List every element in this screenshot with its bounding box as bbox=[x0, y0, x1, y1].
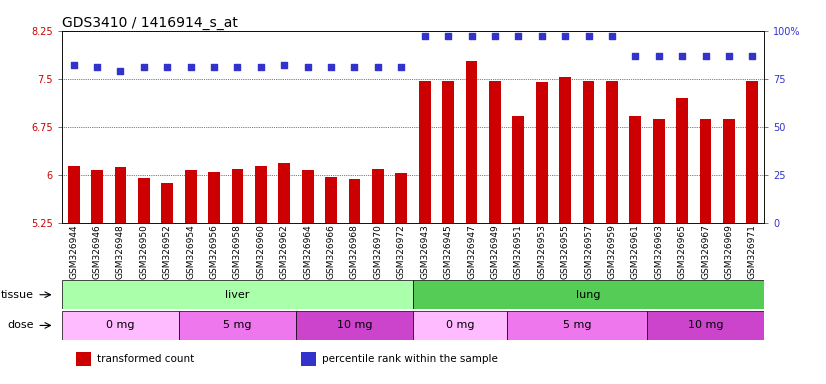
Bar bbox=[506, 311, 647, 340]
Point bbox=[676, 53, 689, 59]
Point bbox=[746, 53, 759, 59]
Point bbox=[160, 64, 173, 70]
Point bbox=[137, 64, 150, 70]
Point bbox=[535, 33, 548, 40]
Point bbox=[488, 33, 501, 40]
Point bbox=[325, 64, 338, 70]
Bar bbox=[278, 163, 290, 223]
Bar bbox=[115, 167, 126, 223]
Bar bbox=[301, 170, 314, 223]
Text: 0 mg: 0 mg bbox=[445, 320, 474, 331]
Bar bbox=[62, 280, 413, 309]
Bar bbox=[138, 178, 150, 223]
Bar bbox=[676, 98, 688, 223]
Bar bbox=[179, 311, 296, 340]
Point bbox=[652, 53, 665, 59]
Bar bbox=[208, 172, 220, 223]
Text: 10 mg: 10 mg bbox=[337, 320, 373, 331]
Bar bbox=[325, 177, 337, 223]
Text: lung: lung bbox=[577, 290, 601, 300]
Point bbox=[605, 33, 619, 40]
Point bbox=[582, 33, 595, 40]
Point bbox=[418, 33, 431, 40]
Bar bbox=[396, 173, 407, 223]
Bar bbox=[185, 170, 197, 223]
Point bbox=[558, 33, 572, 40]
Point bbox=[254, 64, 268, 70]
Bar bbox=[419, 81, 430, 223]
Bar bbox=[231, 169, 244, 223]
Bar bbox=[62, 311, 179, 340]
Point bbox=[207, 64, 221, 70]
Point bbox=[301, 64, 314, 70]
Text: liver: liver bbox=[225, 290, 249, 300]
Point bbox=[395, 64, 408, 70]
Point bbox=[629, 53, 642, 59]
Point bbox=[348, 64, 361, 70]
Text: tissue: tissue bbox=[1, 290, 34, 300]
Bar bbox=[747, 81, 758, 223]
Point bbox=[441, 33, 454, 40]
Text: 0 mg: 0 mg bbox=[107, 320, 135, 331]
Point bbox=[278, 62, 291, 68]
Text: transformed count: transformed count bbox=[97, 354, 194, 364]
Text: 5 mg: 5 mg bbox=[563, 320, 591, 331]
Bar bbox=[466, 61, 477, 223]
Bar bbox=[629, 116, 641, 223]
Bar bbox=[76, 353, 92, 366]
Bar bbox=[536, 82, 548, 223]
Bar bbox=[255, 166, 267, 223]
Bar bbox=[442, 81, 454, 223]
Bar bbox=[413, 311, 506, 340]
Point bbox=[465, 33, 478, 40]
Point bbox=[90, 64, 104, 70]
Bar bbox=[349, 179, 360, 223]
Text: 10 mg: 10 mg bbox=[688, 320, 724, 331]
Bar bbox=[700, 119, 711, 223]
Bar bbox=[647, 311, 764, 340]
Bar bbox=[296, 311, 413, 340]
Bar bbox=[582, 81, 595, 223]
Text: dose: dose bbox=[7, 320, 34, 331]
Text: percentile rank within the sample: percentile rank within the sample bbox=[322, 354, 497, 364]
Bar bbox=[161, 183, 173, 223]
Bar bbox=[372, 169, 384, 223]
Point bbox=[114, 68, 127, 74]
Bar bbox=[559, 77, 571, 223]
Point bbox=[67, 62, 80, 68]
Bar bbox=[512, 116, 525, 223]
Bar bbox=[606, 81, 618, 223]
Point bbox=[511, 33, 525, 40]
Bar bbox=[723, 119, 735, 223]
Point bbox=[722, 53, 735, 59]
Bar bbox=[91, 170, 103, 223]
Bar bbox=[653, 119, 665, 223]
Bar bbox=[301, 353, 316, 366]
Point bbox=[184, 64, 197, 70]
Text: GDS3410 / 1416914_s_at: GDS3410 / 1416914_s_at bbox=[62, 16, 238, 30]
Text: 5 mg: 5 mg bbox=[223, 320, 252, 331]
Point bbox=[372, 64, 385, 70]
Bar bbox=[68, 166, 79, 223]
Bar bbox=[413, 280, 764, 309]
Point bbox=[230, 64, 244, 70]
Bar bbox=[489, 81, 501, 223]
Point bbox=[699, 53, 712, 59]
